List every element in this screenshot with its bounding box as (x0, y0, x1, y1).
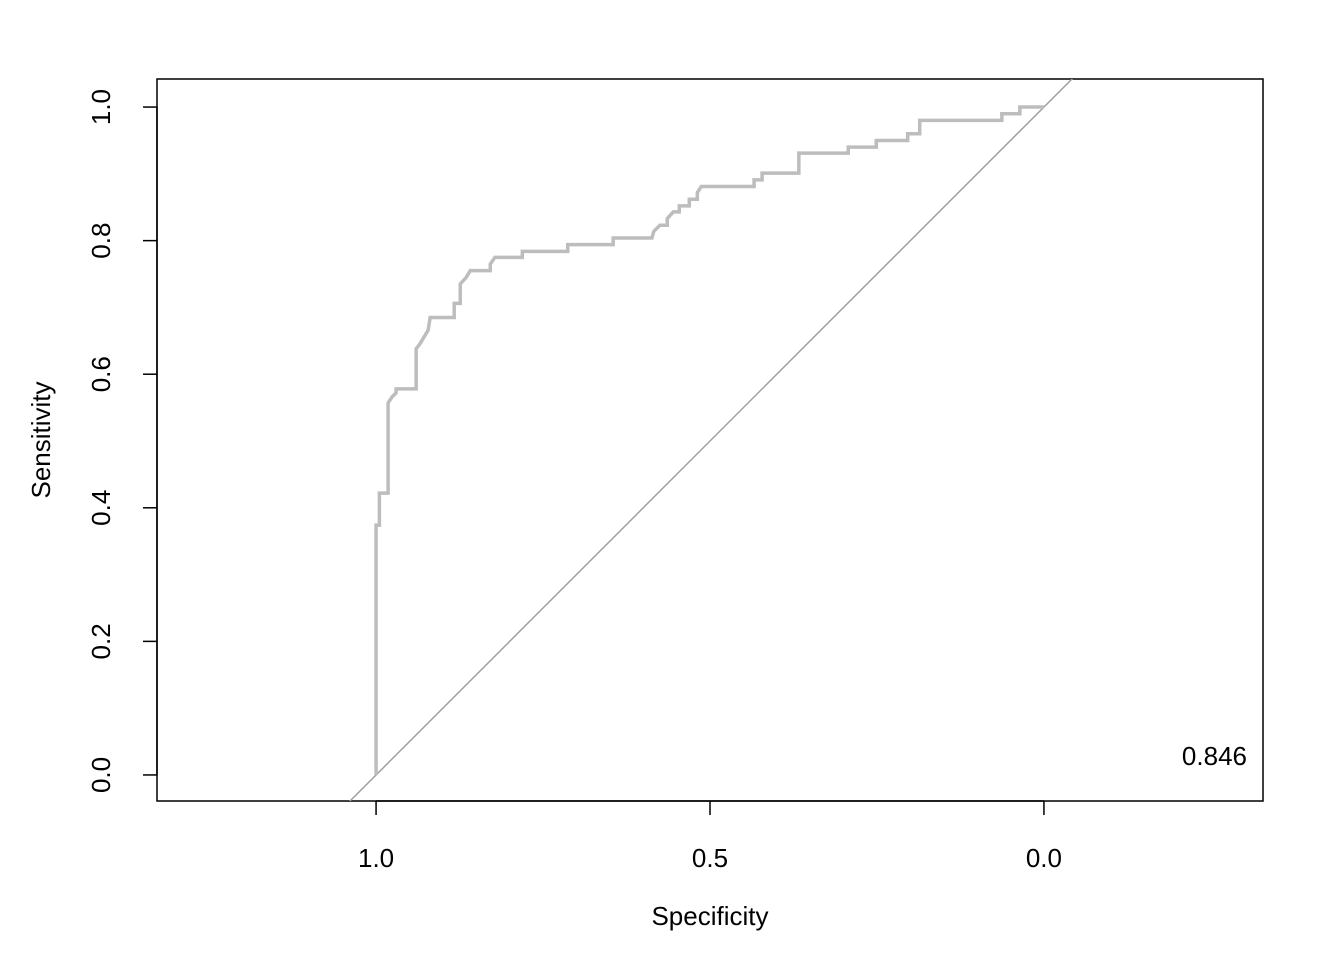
y-tick-label: 0.4 (86, 490, 116, 526)
y-tick-label: 0.6 (86, 356, 116, 392)
x-tick-label: 1.0 (358, 843, 394, 873)
x-axis-label: Specificity (651, 901, 768, 931)
y-tick-label: 0.0 (86, 757, 116, 793)
x-tick-label: 0.0 (1026, 843, 1062, 873)
y-tick-label: 0.2 (86, 623, 116, 659)
roc-curve (374, 105, 1044, 775)
y-axis-label: Sensitivity (26, 381, 56, 498)
chance-diagonal (348, 79, 1074, 801)
auc-annotation: 0.846 (1182, 741, 1247, 771)
x-tick-label: 0.5 (692, 843, 728, 873)
y-tick-label: 0.8 (86, 223, 116, 259)
y-tick-label: 1.0 (86, 89, 116, 125)
